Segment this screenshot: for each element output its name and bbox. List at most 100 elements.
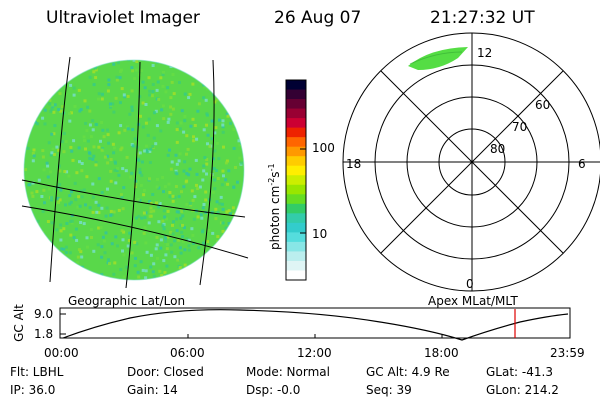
- speckle: [58, 198, 62, 202]
- speckle: [145, 250, 149, 254]
- speckle: [122, 186, 126, 190]
- colorbar-band: [286, 270, 306, 281]
- speckle: [41, 209, 45, 213]
- speckle: [179, 251, 183, 255]
- speckle: [41, 149, 45, 153]
- speckle: [148, 161, 152, 164]
- info-glat: GLat: -41.3: [486, 365, 553, 379]
- speckle: [181, 239, 185, 243]
- speckle: [219, 221, 223, 225]
- speckle: [109, 209, 113, 213]
- speckle: [28, 86, 32, 90]
- speckle: [237, 258, 241, 261]
- speckle: [193, 195, 197, 199]
- speckle: [151, 64, 155, 67]
- speckle: [144, 241, 148, 245]
- speckle: [161, 104, 165, 108]
- speckle: [113, 168, 117, 172]
- speckle: [115, 168, 119, 172]
- speckle: [48, 98, 52, 102]
- speckle: [194, 268, 198, 271]
- speckle: [61, 75, 65, 79]
- speckle: [241, 247, 244, 251]
- speckle: [88, 109, 92, 113]
- speckle: [237, 217, 241, 221]
- speckle: [136, 270, 140, 274]
- colorbar-band: [286, 184, 306, 195]
- speckle: [58, 92, 62, 96]
- speckle: [95, 123, 99, 127]
- speckle: [64, 66, 68, 70]
- speckle: [219, 89, 222, 93]
- speckle: [110, 242, 114, 246]
- speckle: [202, 128, 206, 132]
- speckle: [25, 107, 29, 111]
- speckle: [107, 78, 111, 82]
- info-dsp: Dsp: -0.0: [246, 383, 301, 397]
- speckle: [126, 94, 130, 98]
- speckle: [141, 101, 145, 105]
- speckle: [119, 268, 123, 271]
- apex-panel-label: Apex MLat/MLT: [428, 294, 518, 308]
- speckle: [242, 239, 244, 243]
- speckle: [71, 158, 75, 162]
- speckle: [141, 80, 145, 84]
- speckle: [241, 103, 244, 107]
- speckle: [56, 197, 60, 200]
- speckle: [25, 67, 29, 71]
- speckle: [113, 261, 117, 265]
- speckle: [208, 255, 212, 259]
- speckle: [97, 97, 100, 101]
- speckle: [221, 229, 225, 233]
- speckle: [75, 238, 79, 242]
- speckle: [170, 160, 174, 164]
- speckle: [143, 226, 147, 230]
- speckle: [172, 92, 176, 96]
- info-gcalt: GC Alt: 4.9 Re: [366, 365, 450, 379]
- speckle: [33, 78, 37, 82]
- speckle: [175, 121, 179, 125]
- colorbar-band: [286, 175, 306, 186]
- speckle: [75, 60, 78, 63]
- speckle: [242, 191, 244, 195]
- speckle: [72, 139, 76, 143]
- speckle: [169, 230, 173, 234]
- speckle: [241, 83, 244, 87]
- speckle: [222, 263, 226, 267]
- speckle: [112, 210, 116, 214]
- speckle: [73, 104, 77, 108]
- speckle: [148, 214, 152, 218]
- colorbar-band: [286, 251, 306, 262]
- info-ip: IP: 36.0: [10, 383, 56, 397]
- speckle: [32, 148, 36, 152]
- speckle: [175, 128, 179, 132]
- speckle: [149, 265, 153, 269]
- speckle: [233, 223, 237, 226]
- speckle: [70, 221, 74, 225]
- speckle: [165, 264, 169, 268]
- speckle: [62, 227, 66, 231]
- speckle: [182, 185, 186, 189]
- speckle: [94, 200, 98, 204]
- speckle: [34, 243, 38, 247]
- colorbar-band: [286, 241, 306, 252]
- speckle: [35, 118, 39, 122]
- speckle: [222, 174, 225, 178]
- speckle: [64, 203, 67, 207]
- speckle: [180, 223, 184, 227]
- speckle: [54, 84, 58, 88]
- colorbar-band: [286, 232, 306, 243]
- speckle: [171, 199, 175, 203]
- speckle: [142, 211, 146, 215]
- timeline-ytick-1-8: 1.8: [34, 327, 54, 341]
- speckle: [70, 219, 74, 223]
- speckle: [41, 281, 44, 284]
- speckle: [45, 268, 49, 272]
- speckle: [57, 108, 61, 112]
- speckle: [139, 260, 143, 264]
- polar-plot: [342, 32, 600, 292]
- speckle: [186, 147, 190, 151]
- speckle: [202, 169, 206, 173]
- speckle: [125, 265, 129, 269]
